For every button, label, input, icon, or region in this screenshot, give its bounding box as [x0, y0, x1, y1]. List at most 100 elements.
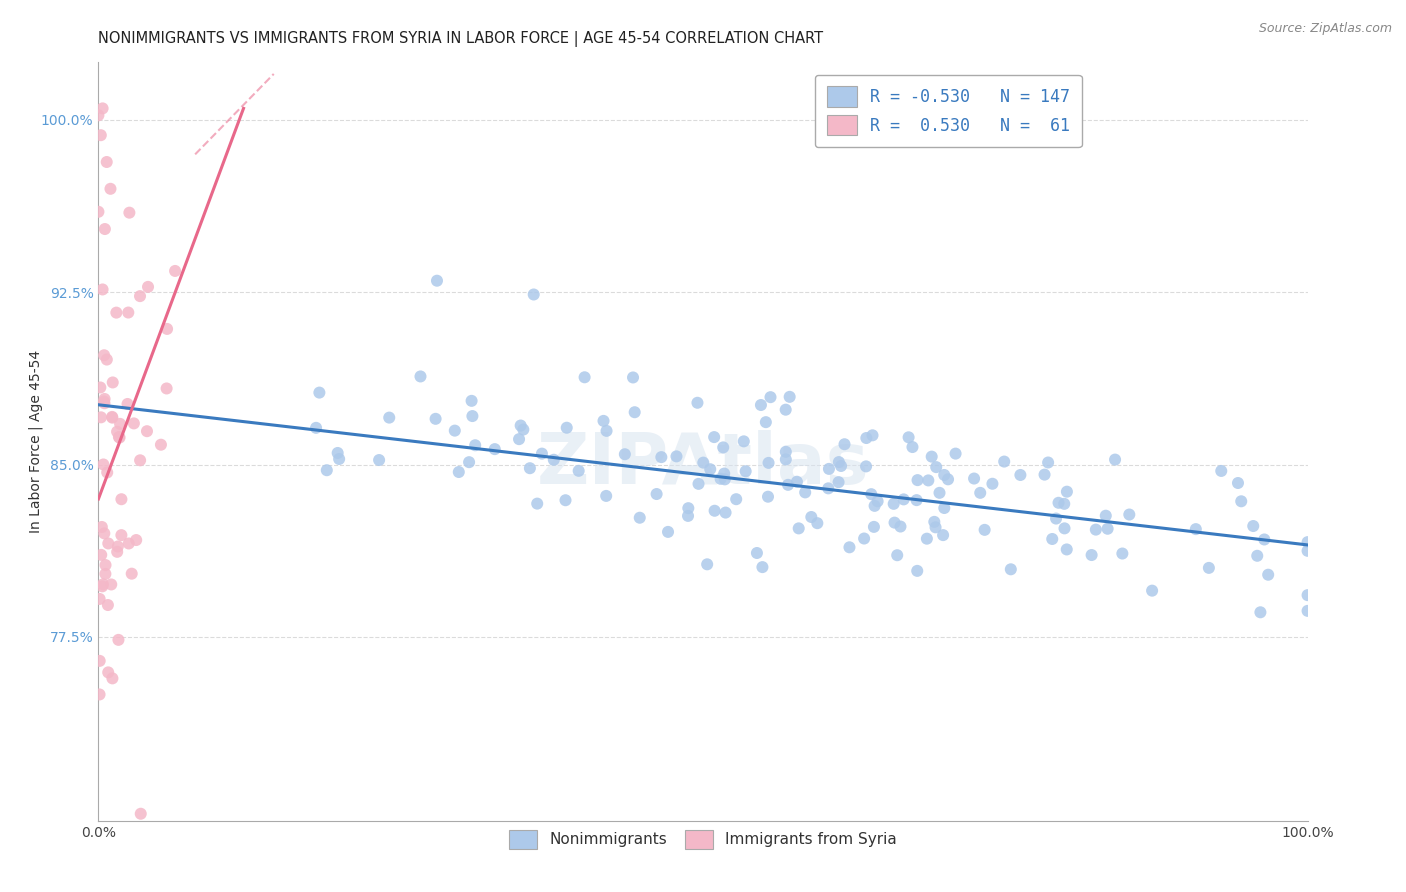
Point	[90, 548, 112, 562]
Point	[443, 424, 465, 438]
Point	[1198, 561, 1220, 575]
Point	[378, 410, 401, 425]
Point	[1249, 605, 1271, 619]
Point	[863, 499, 886, 513]
Point	[136, 424, 159, 438]
Point	[165, 264, 187, 278]
Point	[692, 456, 714, 470]
Point	[786, 475, 808, 489]
Point	[87, 204, 110, 219]
Point	[905, 493, 928, 508]
Point	[657, 524, 679, 539]
Point	[108, 417, 131, 431]
Point	[93, 526, 115, 541]
Point	[755, 415, 778, 429]
Point	[526, 497, 548, 511]
Point	[703, 504, 725, 518]
Point	[711, 441, 734, 455]
Point	[779, 390, 801, 404]
Point	[94, 558, 117, 572]
Point	[993, 454, 1015, 468]
Point	[1227, 475, 1250, 490]
Point	[886, 548, 908, 562]
Point	[105, 545, 128, 559]
Point	[883, 516, 905, 530]
Point	[1257, 567, 1279, 582]
Point	[945, 447, 967, 461]
Point	[907, 473, 929, 487]
Point	[800, 510, 823, 524]
Point	[1053, 521, 1076, 535]
Point	[733, 434, 755, 449]
Point	[696, 558, 718, 572]
Point	[125, 533, 148, 547]
Point	[1010, 467, 1032, 482]
Point	[981, 476, 1004, 491]
Point	[613, 447, 636, 461]
Y-axis label: In Labor Force | Age 45-54: In Labor Force | Age 45-54	[28, 350, 42, 533]
Point	[93, 348, 115, 362]
Point	[936, 472, 959, 486]
Point	[866, 494, 889, 508]
Point	[897, 430, 920, 444]
Point	[758, 456, 780, 470]
Point	[775, 452, 797, 467]
Point	[326, 446, 349, 460]
Point	[1296, 544, 1319, 558]
Point	[628, 510, 651, 524]
Point	[1241, 519, 1264, 533]
Legend: Nonimmigrants, Immigrants from Syria: Nonimmigrants, Immigrants from Syria	[503, 824, 903, 855]
Text: NONIMMIGRANTS VS IMMIGRANTS FROM SYRIA IN LABOR FORCE | AGE 45-54 CORRELATION CH: NONIMMIGRANTS VS IMMIGRANTS FROM SYRIA I…	[98, 31, 824, 47]
Point	[91, 579, 114, 593]
Point	[595, 424, 617, 438]
Point	[110, 492, 132, 507]
Point	[650, 450, 672, 464]
Point	[775, 402, 797, 417]
Point	[1056, 542, 1078, 557]
Point	[686, 396, 709, 410]
Point	[787, 521, 810, 535]
Point	[97, 665, 120, 680]
Point	[523, 287, 546, 301]
Point	[93, 458, 115, 472]
Point	[97, 536, 120, 550]
Point	[645, 487, 668, 501]
Point	[1230, 494, 1253, 508]
Point	[117, 397, 139, 411]
Point	[883, 497, 905, 511]
Point	[1084, 523, 1107, 537]
Point	[688, 476, 710, 491]
Point	[725, 492, 748, 507]
Point	[90, 410, 112, 425]
Point	[934, 501, 956, 516]
Point	[759, 390, 782, 404]
Point	[818, 462, 841, 476]
Point	[749, 398, 772, 412]
Point	[1211, 464, 1233, 478]
Point	[794, 485, 817, 500]
Point	[108, 431, 131, 445]
Point	[623, 405, 645, 419]
Point	[917, 474, 939, 488]
Point	[87, 108, 110, 122]
Point	[110, 528, 132, 542]
Point	[1056, 484, 1078, 499]
Point	[96, 466, 118, 480]
Point	[315, 463, 337, 477]
Point	[90, 128, 112, 143]
Point	[925, 460, 948, 475]
Point	[893, 492, 915, 507]
Point	[827, 475, 849, 490]
Point	[713, 467, 735, 481]
Point	[1000, 562, 1022, 576]
Point	[129, 806, 152, 821]
Point	[555, 421, 578, 435]
Point	[963, 471, 986, 485]
Point	[934, 467, 956, 482]
Point	[512, 423, 534, 437]
Point	[924, 515, 946, 529]
Point	[678, 501, 700, 516]
Point	[751, 560, 773, 574]
Point	[105, 305, 128, 319]
Point	[91, 283, 114, 297]
